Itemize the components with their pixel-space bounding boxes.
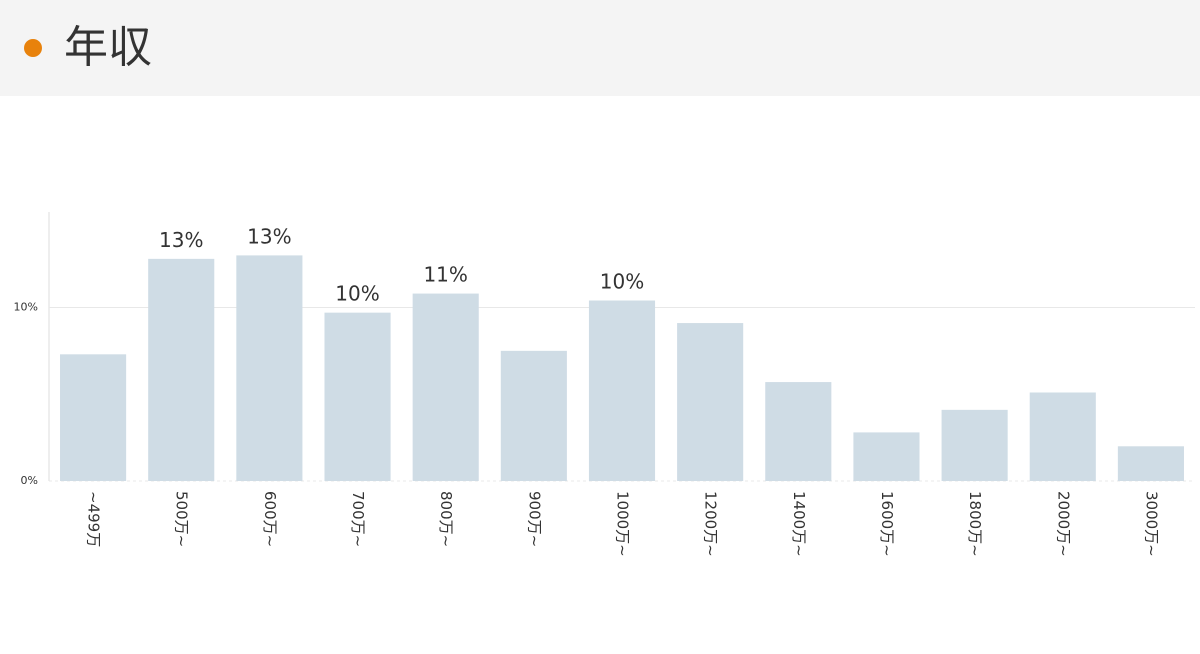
x-tick-label: ~499万 bbox=[85, 491, 103, 547]
x-tick-label: 1800万~ bbox=[966, 491, 984, 557]
chart: 0% 10% ~499万 13% 500万~ 13% 600万~ 10% 700万~ 11% 800… bbox=[14, 212, 1195, 557]
x-tick-label: 1200万~ bbox=[702, 491, 720, 557]
value-label: 10% bbox=[335, 282, 379, 306]
bar bbox=[324, 312, 391, 481]
x-tick-label: 700万~ bbox=[349, 491, 367, 547]
x-tick-label: 1000万~ bbox=[614, 491, 632, 557]
bar bbox=[677, 323, 744, 481]
y-tick-label: 0% bbox=[21, 474, 38, 487]
value-label: 13% bbox=[159, 228, 203, 252]
x-tick-label: 600万~ bbox=[261, 491, 279, 547]
value-label: 11% bbox=[423, 263, 467, 287]
x-tick-label: 800万~ bbox=[437, 491, 455, 547]
bar bbox=[765, 382, 832, 481]
bar bbox=[148, 258, 215, 481]
x-tick-label: 3000万~ bbox=[1142, 491, 1160, 557]
x-tick-label: 2000万~ bbox=[1054, 491, 1072, 557]
bar bbox=[412, 293, 479, 481]
header: 年収 bbox=[0, 0, 1200, 96]
bar bbox=[60, 354, 127, 481]
bar bbox=[500, 350, 567, 481]
header-dot bbox=[24, 39, 42, 57]
bar bbox=[1117, 446, 1184, 481]
x-tick-label: 500万~ bbox=[173, 491, 191, 547]
bar bbox=[588, 300, 656, 481]
header-title: 年収 bbox=[64, 22, 152, 73]
value-label: 13% bbox=[247, 224, 291, 248]
bar bbox=[853, 432, 920, 481]
bar bbox=[941, 409, 1008, 481]
y-tick-label: 10% bbox=[14, 300, 38, 313]
bar bbox=[236, 255, 303, 481]
x-tick-label: 1600万~ bbox=[878, 491, 896, 557]
value-label: 10% bbox=[600, 270, 644, 294]
x-tick-label: 1400万~ bbox=[790, 491, 808, 557]
x-tick-label: 900万~ bbox=[525, 491, 543, 547]
bar bbox=[1029, 392, 1096, 481]
